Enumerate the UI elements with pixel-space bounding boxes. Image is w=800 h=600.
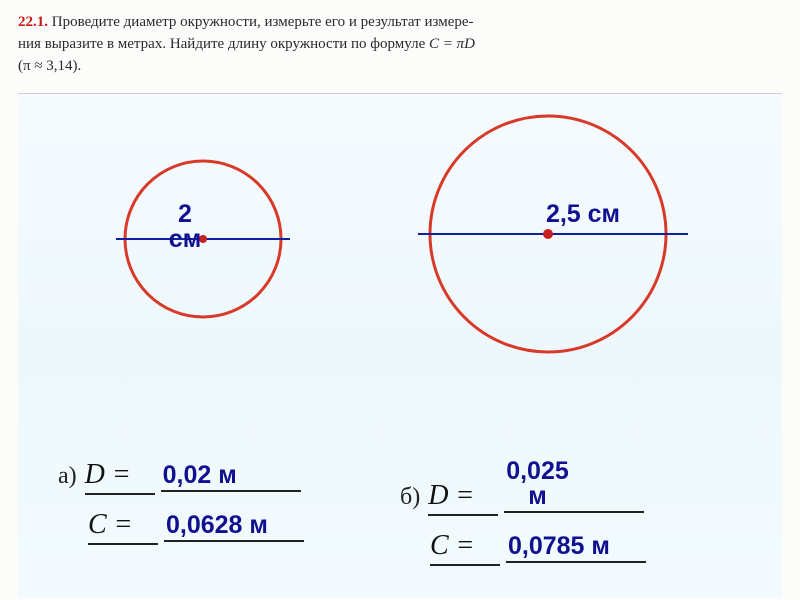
answer-a-D: а) D = 0,02 м [58, 459, 400, 495]
answer-b-C-var: C = [430, 530, 500, 566]
answer-b-C-val: 0,0785 м [506, 534, 646, 563]
answer-b-letter: б) [400, 484, 420, 511]
circle-b-wrap: 2,5 см [408, 104, 688, 369]
problem-text-2: ния выразите в метрах. Найдите длину окр… [18, 36, 429, 52]
figure-area: 2 см 2,5 см а) D = 0,02 м C = 0,0628 м б… [18, 93, 782, 598]
problem-number: 22.1. [18, 14, 48, 30]
answer-a-D-var: D = [85, 459, 155, 495]
answer-b-D-val-l2: м [528, 482, 547, 510]
answer-b-D-val-l1: 0,025 [506, 457, 569, 485]
answer-b-C: C = 0,0785 м [430, 530, 742, 566]
answer-col-b: б) D = 0,025 м C = 0,0785 м [400, 453, 742, 580]
answer-a-C: C = 0,0628 м [88, 509, 400, 545]
problem-text-1: Проведите диаметр окружности, измерьте е… [52, 14, 474, 30]
circle-a-diameter-label: 2 см [160, 202, 210, 252]
pi-note: (π ≈ 3,14). [18, 58, 81, 74]
answer-a-C-val: 0,0628 м [164, 513, 304, 542]
answers-row: а) D = 0,02 м C = 0,0628 м б) D = 0,025 … [18, 453, 782, 580]
problem-statement: 22.1. Проведите диаметр окружности, изме… [0, 0, 800, 85]
answer-col-a: а) D = 0,02 м C = 0,0628 м [58, 453, 400, 580]
circle-b-diameter-label: 2,5 см [528, 202, 638, 227]
answer-b-D-val: 0,025 м [504, 459, 644, 513]
answer-b-D: б) D = 0,025 м [400, 459, 742, 516]
answer-a-D-val: 0,02 м [161, 463, 301, 492]
answer-a-C-var: C = [88, 509, 158, 545]
formula-inline: C = πD [429, 36, 475, 52]
answer-b-D-var: D = [428, 480, 498, 516]
circle-a-wrap: 2 см [108, 144, 298, 339]
answer-a-letter: а) [58, 463, 77, 490]
circle-b-svg [408, 104, 688, 364]
